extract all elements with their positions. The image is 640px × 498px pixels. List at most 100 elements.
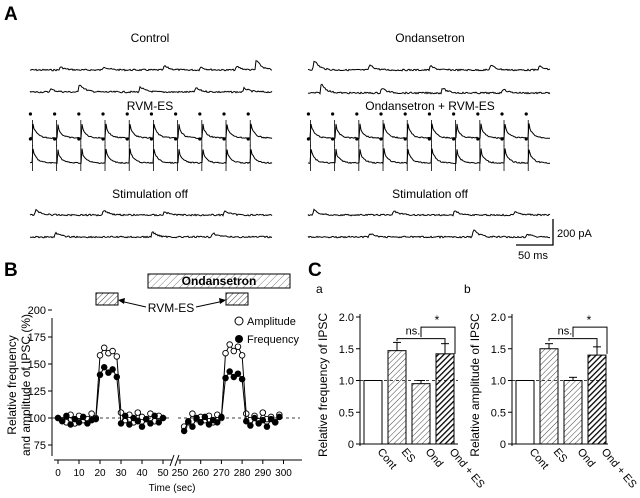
trace-stim-off-left-2 (29, 231, 273, 239)
trace-ond-rvm-es-1 (307, 123, 551, 140)
stimulus-dot (331, 137, 335, 141)
amplitude-point (109, 347, 116, 355)
frequency-point (193, 414, 200, 422)
panel-b-ylabel-line2: and amplitude of IPSC (%) (19, 314, 33, 456)
frequency-point (214, 419, 221, 426)
frequency-point (218, 413, 225, 421)
amp-bar (539, 348, 559, 445)
amplitude-point (96, 352, 104, 359)
amp-y-tick-label: 2.0 (491, 312, 506, 324)
freq-bar (411, 383, 431, 445)
amplitude-point (113, 353, 121, 360)
condition-label-stim-off-left: Stimulation off (112, 187, 188, 201)
stim-label: RVM-ES (148, 301, 194, 315)
amp-y-tick-label: 0.5 (491, 407, 506, 419)
panel-ca-label: a (316, 282, 323, 296)
amplitude-point (189, 410, 196, 417)
amplitude-point (259, 409, 267, 416)
trace-stim-off-left-1 (29, 208, 273, 217)
frequency-point (130, 414, 137, 422)
stimulus-dot (101, 112, 105, 116)
panel-c-label: C (308, 260, 322, 281)
stimulus-dot (125, 112, 129, 116)
amp-y-tick-label: 1.0 (491, 376, 506, 388)
freq-bar (387, 350, 407, 445)
panel-b-time-course: 75 100 125 150 175 200 0 10 20 30 40 50 250 260 270 280… (28, 305, 302, 494)
frequency-point (238, 375, 246, 383)
frequency-point (159, 414, 167, 422)
y-tick-label: 75 (34, 440, 46, 452)
stimulus-dot (403, 137, 407, 141)
frequency-point (180, 427, 188, 435)
trace-stim-off-right-1 (307, 208, 551, 217)
freq-category-label: Ond (423, 446, 446, 470)
x-tick-label: 0 (55, 468, 61, 479)
x-tick-label: 290 (254, 468, 271, 479)
frequency-point (138, 423, 146, 430)
stim-box-first (95, 292, 119, 306)
trace-ondansetron-2 (307, 83, 551, 95)
freq-y-title: Relative frequency of IPSC (316, 313, 330, 457)
frequency-point (58, 417, 66, 425)
amp-y-title: Relative amplitude of IPSC (468, 313, 482, 457)
stimulus-dot (174, 137, 178, 141)
condition-label-stim-off-right: Stimulation off (392, 187, 468, 201)
trace-rvm-es-2 (29, 148, 273, 165)
frequency-point (79, 413, 87, 421)
stim-arrow-left-head (118, 298, 125, 304)
trace-rvm-es-1 (29, 123, 273, 140)
freq-y-tick-label: 2.0 (339, 312, 354, 324)
freq-y-tick-label: 1.5 (339, 344, 354, 356)
stimulus-dot (101, 137, 105, 141)
stimulus-dot (355, 137, 359, 141)
axis-break-mark (169, 454, 175, 467)
amp-sig-label: * (587, 313, 592, 327)
stimulus-dot (222, 137, 226, 141)
amp-category-label: Cont (527, 446, 551, 472)
scale-bar-current: 200 pA (557, 228, 593, 240)
frequency-point (230, 373, 238, 381)
freq-category-label: ES (399, 446, 418, 465)
amplitude-point (242, 410, 250, 417)
stimulus-dot (222, 112, 226, 116)
x-tick-label: 40 (136, 468, 148, 479)
stimulus-dot (198, 112, 202, 116)
frequency-point (113, 373, 121, 381)
y-tick-label: 150 (28, 359, 46, 371)
frequency-point (126, 421, 133, 428)
amp-ns-bracket (548, 338, 598, 347)
frequency-point (222, 374, 229, 382)
stimulus-dot (524, 112, 528, 116)
frequency-point (117, 420, 125, 427)
stimulus-dot (524, 137, 528, 141)
stimulus-dot (149, 137, 154, 141)
frequency-point (267, 415, 275, 423)
frequency-point (151, 412, 158, 420)
frequency-point (185, 417, 192, 425)
x-tick-label: 250 (172, 468, 189, 479)
panel-ca-frequency-bars: 0 0.5 1.0 1.5 2.0 Relative frequency of IPSC C… (316, 312, 487, 491)
freq-ns-bracket (396, 338, 446, 347)
amplitude-point (88, 410, 95, 417)
condition-label-control: Control (131, 31, 170, 45)
stimulus-dot (28, 112, 33, 116)
legend-amplitude-marker (234, 316, 244, 326)
frequency-point (197, 419, 204, 426)
stimulus-dot (476, 137, 480, 141)
frequency-point (155, 419, 163, 426)
trace-ondansetron-1 (307, 60, 551, 72)
ondansetron-bar (147, 273, 291, 289)
stimulus-dot (198, 137, 202, 141)
frequency-point (226, 368, 233, 375)
amp-bar (515, 380, 535, 445)
amplitude-point (222, 349, 229, 357)
x-tick-label: 260 (192, 468, 209, 479)
frequency-point (205, 421, 213, 428)
trace-control-2 (29, 84, 273, 94)
amplitude-line-left (57, 346, 164, 425)
x-tick-label: 50 (157, 468, 169, 479)
panel-cb-amplitude-bars: 0 0.5 1.0 1.5 2.0 Relative amplitude of IPSC C… (468, 312, 639, 491)
legend-frequency-label: Frequency (247, 334, 299, 346)
panel-cb-label: b (464, 282, 471, 296)
